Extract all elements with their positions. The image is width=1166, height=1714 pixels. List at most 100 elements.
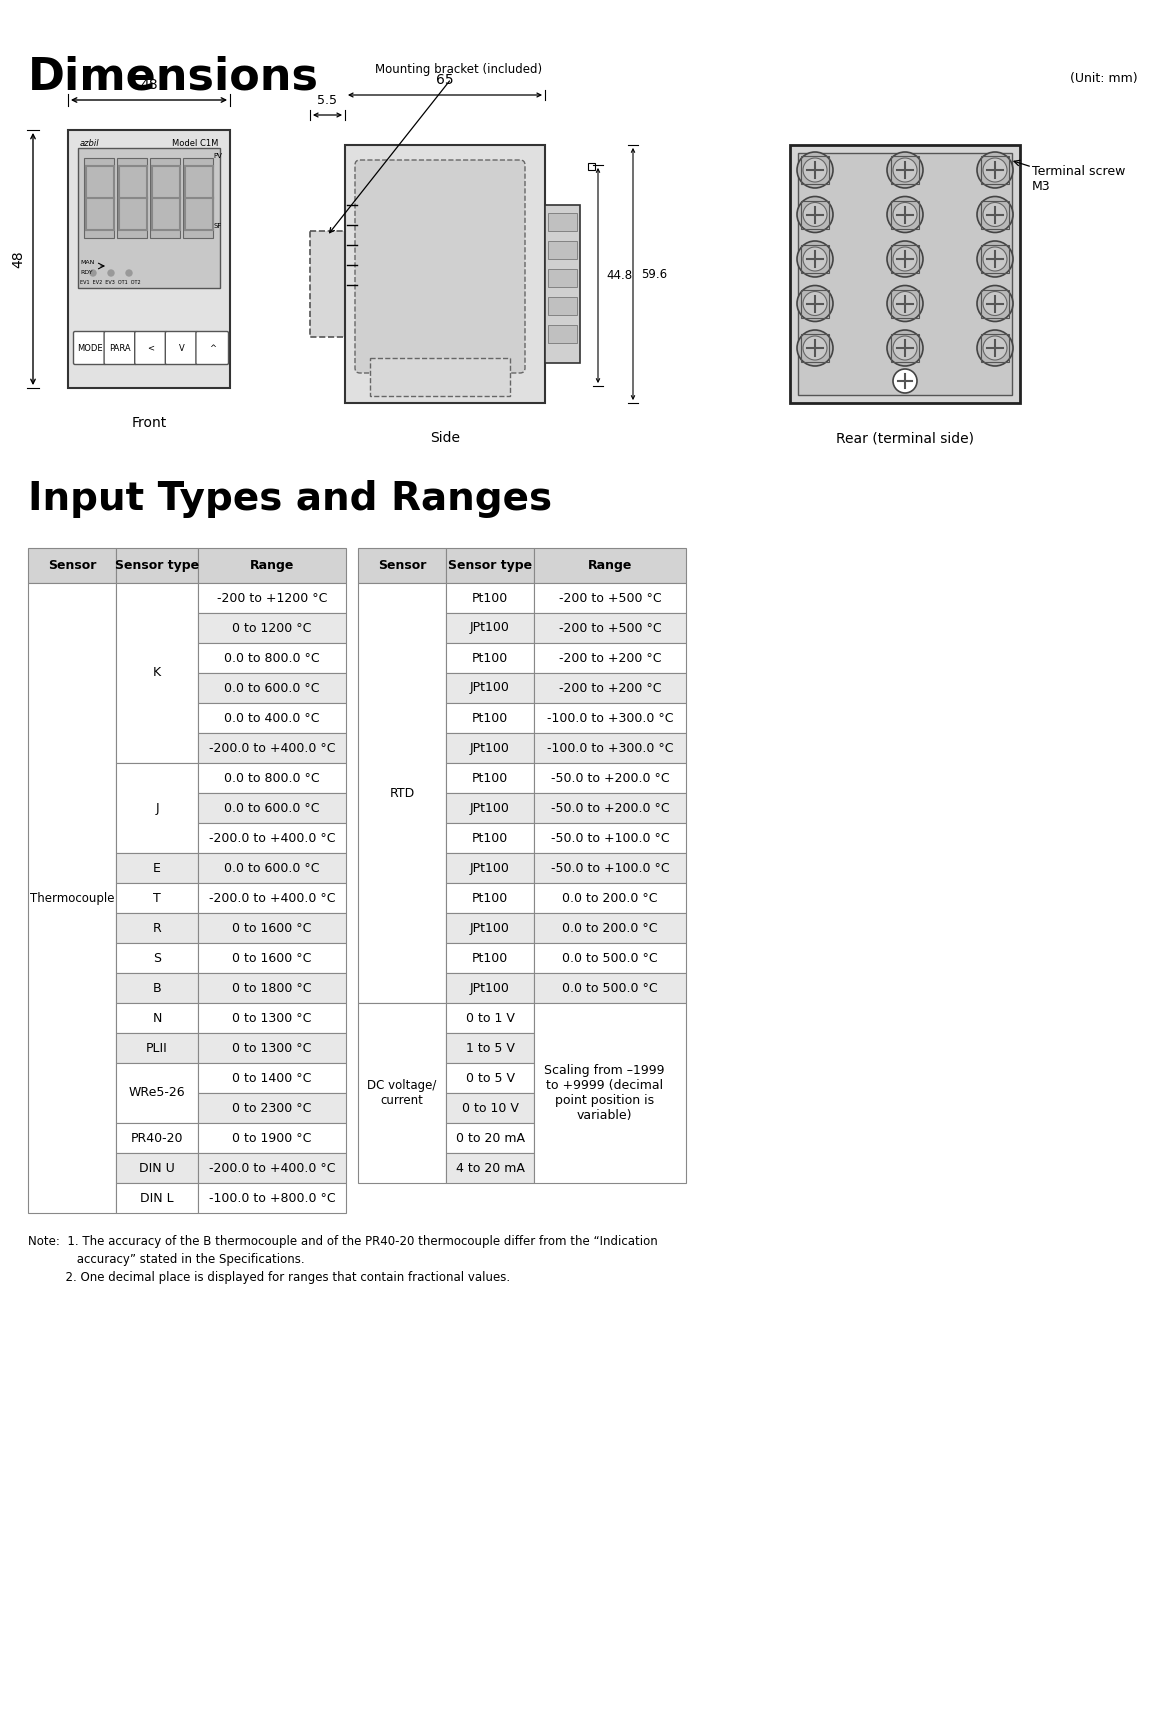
Text: Model C1M: Model C1M <box>171 139 218 147</box>
FancyBboxPatch shape <box>78 147 220 288</box>
Text: Pt100: Pt100 <box>472 771 508 785</box>
FancyBboxPatch shape <box>198 1034 346 1063</box>
Circle shape <box>977 331 1013 367</box>
Text: T: T <box>153 891 161 905</box>
FancyBboxPatch shape <box>534 854 686 883</box>
FancyBboxPatch shape <box>534 583 686 614</box>
Text: Input Types and Ranges: Input Types and Ranges <box>28 480 553 518</box>
Text: JPt100: JPt100 <box>470 922 510 934</box>
Text: 0.0 to 800.0 °C: 0.0 to 800.0 °C <box>224 651 319 665</box>
Text: Front: Front <box>132 417 167 430</box>
Text: 0.0 to 500.0 °C: 0.0 to 500.0 °C <box>562 982 658 994</box>
Circle shape <box>803 247 827 271</box>
FancyBboxPatch shape <box>534 614 686 643</box>
FancyBboxPatch shape <box>183 158 213 238</box>
FancyBboxPatch shape <box>447 1094 534 1123</box>
FancyBboxPatch shape <box>68 130 230 387</box>
FancyBboxPatch shape <box>198 1003 346 1034</box>
Text: -50.0 to +200.0 °C: -50.0 to +200.0 °C <box>550 802 669 814</box>
Text: 5.5: 5.5 <box>317 94 337 106</box>
Text: 48: 48 <box>140 79 157 93</box>
Text: JPt100: JPt100 <box>470 802 510 814</box>
FancyBboxPatch shape <box>534 914 686 943</box>
FancyBboxPatch shape <box>115 1003 198 1034</box>
FancyBboxPatch shape <box>447 1034 534 1063</box>
Text: J: J <box>155 802 159 814</box>
FancyBboxPatch shape <box>548 242 577 259</box>
FancyBboxPatch shape <box>798 153 1012 394</box>
FancyBboxPatch shape <box>198 763 346 794</box>
FancyBboxPatch shape <box>198 643 346 674</box>
Circle shape <box>798 153 833 189</box>
Text: 0 to 10 V: 0 to 10 V <box>462 1102 519 1114</box>
Text: -200.0 to +400.0 °C: -200.0 to +400.0 °C <box>209 831 336 845</box>
FancyBboxPatch shape <box>115 914 198 943</box>
FancyBboxPatch shape <box>447 643 534 674</box>
Circle shape <box>893 336 916 360</box>
FancyBboxPatch shape <box>447 548 534 583</box>
Circle shape <box>977 197 1013 233</box>
FancyBboxPatch shape <box>447 1063 534 1094</box>
Text: -200.0 to +400.0 °C: -200.0 to +400.0 °C <box>209 891 336 905</box>
FancyBboxPatch shape <box>115 943 198 974</box>
FancyBboxPatch shape <box>791 146 1020 403</box>
Circle shape <box>977 286 1013 322</box>
FancyBboxPatch shape <box>447 703 534 734</box>
Text: 0.0 to 200.0 °C: 0.0 to 200.0 °C <box>562 891 658 905</box>
Text: SF: SF <box>213 223 222 230</box>
Text: 0.0 to 600.0 °C: 0.0 to 600.0 °C <box>224 682 319 694</box>
Text: PARA: PARA <box>110 343 132 353</box>
Circle shape <box>893 158 916 182</box>
FancyBboxPatch shape <box>198 734 346 763</box>
FancyBboxPatch shape <box>534 734 686 763</box>
FancyBboxPatch shape <box>548 326 577 343</box>
Text: -200 to +1200 °C: -200 to +1200 °C <box>217 591 328 605</box>
FancyBboxPatch shape <box>447 1154 534 1183</box>
Circle shape <box>887 242 923 278</box>
Text: Pt100: Pt100 <box>472 831 508 845</box>
Text: 0.0 to 500.0 °C: 0.0 to 500.0 °C <box>562 951 658 965</box>
Text: Side: Side <box>430 430 461 446</box>
FancyBboxPatch shape <box>534 823 686 854</box>
FancyBboxPatch shape <box>135 331 167 365</box>
Text: 59.6: 59.6 <box>641 267 667 281</box>
Text: PLII: PLII <box>146 1042 168 1054</box>
Circle shape <box>803 202 827 226</box>
Circle shape <box>887 331 923 367</box>
FancyBboxPatch shape <box>198 823 346 854</box>
FancyBboxPatch shape <box>166 331 198 365</box>
FancyBboxPatch shape <box>548 213 577 231</box>
FancyBboxPatch shape <box>447 614 534 643</box>
FancyBboxPatch shape <box>534 794 686 823</box>
Circle shape <box>798 331 833 367</box>
Text: ^: ^ <box>209 343 216 353</box>
Text: DIN U: DIN U <box>139 1162 175 1174</box>
Text: 4 to 20 mA: 4 to 20 mA <box>456 1162 525 1174</box>
FancyBboxPatch shape <box>447 974 534 1003</box>
Text: Dimensions: Dimensions <box>28 55 319 98</box>
FancyBboxPatch shape <box>310 231 353 338</box>
FancyBboxPatch shape <box>447 734 534 763</box>
Circle shape <box>893 369 916 393</box>
FancyBboxPatch shape <box>545 206 580 363</box>
FancyBboxPatch shape <box>447 883 534 914</box>
Circle shape <box>798 197 833 233</box>
FancyBboxPatch shape <box>447 914 534 943</box>
FancyBboxPatch shape <box>198 674 346 703</box>
FancyBboxPatch shape <box>534 1003 686 1183</box>
Text: accuracy” stated in the Specifications.: accuracy” stated in the Specifications. <box>28 1253 304 1267</box>
FancyBboxPatch shape <box>534 943 686 974</box>
Circle shape <box>983 247 1007 271</box>
Text: DC voltage/
current: DC voltage/ current <box>367 1080 437 1107</box>
Circle shape <box>803 291 827 315</box>
Text: Pt100: Pt100 <box>472 891 508 905</box>
FancyBboxPatch shape <box>198 548 346 583</box>
Text: -200.0 to +400.0 °C: -200.0 to +400.0 °C <box>209 1162 336 1174</box>
FancyBboxPatch shape <box>534 883 686 914</box>
Text: 1 to 5 V: 1 to 5 V <box>465 1042 514 1054</box>
FancyBboxPatch shape <box>198 943 346 974</box>
FancyBboxPatch shape <box>198 1063 346 1094</box>
FancyBboxPatch shape <box>534 974 686 1003</box>
Text: -50.0 to +100.0 °C: -50.0 to +100.0 °C <box>550 831 669 845</box>
Text: B: B <box>153 982 161 994</box>
